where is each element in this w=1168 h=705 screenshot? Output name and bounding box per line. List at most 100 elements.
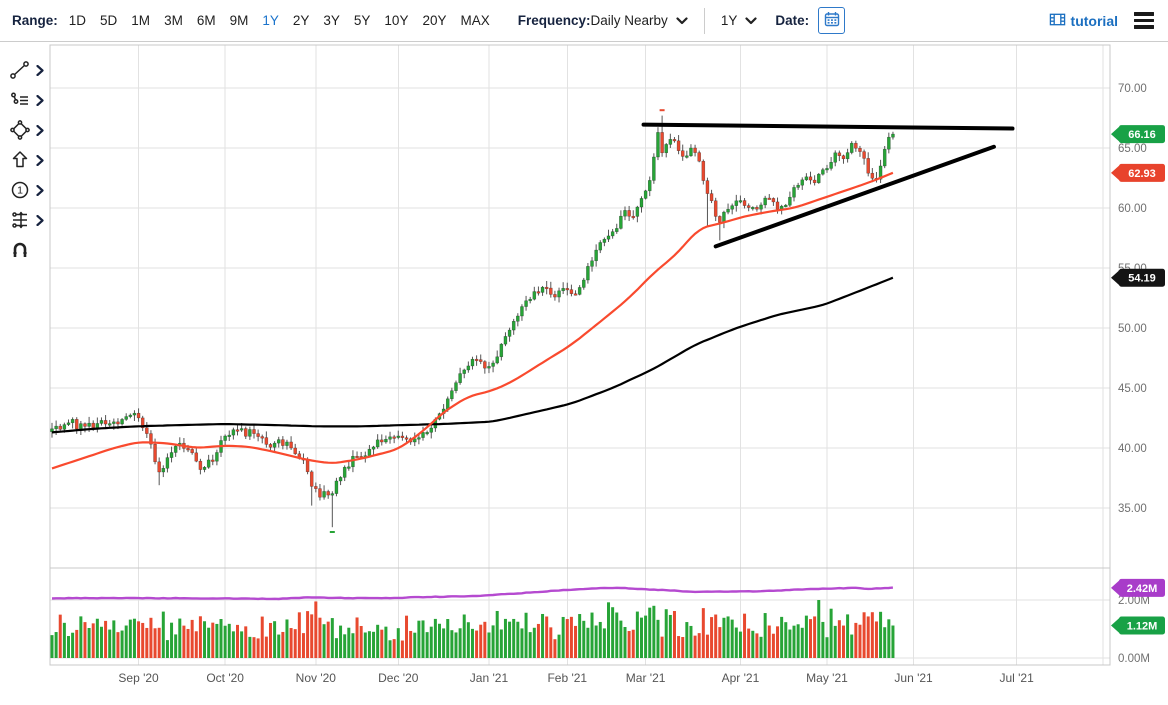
hamburger-menu-icon[interactable]	[1132, 7, 1156, 34]
candle-body	[610, 231, 615, 237]
range-option-3m[interactable]: 3M	[164, 13, 183, 28]
resistance-trendline[interactable]	[641, 122, 1015, 131]
candle-body	[256, 433, 260, 437]
candle-body	[107, 423, 112, 426]
volume-bar	[363, 632, 367, 658]
candle-body	[549, 287, 553, 295]
candle-body	[511, 321, 516, 331]
volume-bar	[598, 621, 602, 658]
number-annotation-tool[interactable]: 1	[0, 175, 49, 205]
period-dropdown[interactable]: 1Y	[721, 13, 758, 28]
candle-body	[380, 439, 384, 443]
volume-bar	[817, 600, 821, 658]
annotation-tool[interactable]	[0, 85, 49, 115]
candle-body	[742, 200, 747, 206]
layer-badges: 66.16 62.93 54.19 2.42M 1.12M	[1111, 125, 1165, 635]
volume-bar	[887, 619, 891, 658]
range-option-max[interactable]: MAX	[460, 13, 490, 28]
candle-body	[112, 421, 116, 424]
candle-body	[755, 207, 759, 210]
magnet-snap-tool[interactable]	[0, 235, 49, 265]
range-option-10y[interactable]: 10Y	[384, 13, 409, 28]
volume-bar	[112, 620, 116, 658]
range-option-3y[interactable]: 3Y	[323, 13, 340, 28]
volume-bar	[359, 626, 363, 658]
volume-bar	[99, 626, 103, 658]
fibonacci-tool[interactable]	[0, 205, 49, 235]
candle-body	[771, 198, 776, 203]
slow-ma-line	[51, 276, 894, 434]
volume-bar	[62, 622, 66, 658]
candle-body	[330, 493, 335, 496]
volume-bar	[194, 631, 198, 658]
volume-bar	[83, 622, 87, 658]
range-option-2y[interactable]: 2Y	[292, 13, 310, 28]
candle-body	[635, 206, 640, 217]
range-option-9m[interactable]: 9M	[229, 13, 249, 28]
candle-body	[103, 420, 108, 425]
range-selector: 1D 5D 1M 3M 6M 9M 1Y 2Y 3Y 5Y 10Y 20Y MAX	[69, 13, 490, 28]
calendar-button[interactable]	[818, 7, 846, 34]
candle-body	[825, 168, 829, 171]
chart-toolbar: Range: 1D 5D 1M 3M 6M 9M 1Y 2Y 3Y 5Y 10Y 20Y MAX Fre…	[0, 0, 1168, 42]
candle-body	[866, 158, 870, 174]
candle-body	[136, 412, 141, 419]
frequency-dropdown[interactable]: Daily Nearby	[591, 13, 688, 28]
candle-body	[718, 216, 722, 223]
volume-bar	[236, 624, 240, 658]
candle-body	[384, 438, 388, 443]
volume-bar	[421, 620, 425, 658]
annotation-tool-icon	[9, 89, 31, 111]
volume-bar	[780, 616, 784, 658]
volume-bar	[677, 636, 681, 658]
volume-bar	[689, 625, 693, 658]
volume-bar	[71, 632, 75, 658]
extreme-marker	[329, 531, 335, 533]
range-option-20y[interactable]: 20Y	[422, 13, 447, 28]
volume-bar	[512, 618, 516, 658]
range-option-1y[interactable]: 1Y	[262, 13, 279, 28]
volume-bar	[804, 615, 808, 658]
tutorial-button[interactable]: tutorial	[1049, 11, 1118, 31]
candle-body	[672, 139, 677, 142]
chart-region: 70.0065.0060.0055.0050.0045.0040.0035.00…	[0, 42, 1168, 700]
candle-body	[557, 290, 561, 298]
candle-body	[95, 423, 100, 428]
support-trendline[interactable]	[713, 144, 996, 249]
range-option-1d[interactable]: 1D	[68, 13, 87, 28]
range-option-5y[interactable]: 5Y	[353, 13, 371, 28]
svg-text:1: 1	[17, 185, 23, 197]
volume-bar	[891, 625, 895, 658]
candle-body	[79, 423, 83, 430]
volume-bar	[182, 625, 186, 658]
range-option-1m[interactable]: 1M	[131, 13, 151, 28]
volume-bar	[722, 617, 726, 658]
toolbar-divider	[703, 7, 705, 34]
range-option-6m[interactable]: 6M	[196, 13, 216, 28]
volume-bar	[174, 634, 178, 658]
volume-bar	[718, 627, 722, 658]
volume-bar	[116, 632, 120, 658]
candle-body	[606, 235, 611, 240]
arrow-up-tool[interactable]	[0, 145, 49, 175]
volume-bar	[367, 631, 371, 658]
candle-body	[206, 459, 211, 468]
volume-bar	[841, 625, 845, 658]
candle-body	[878, 165, 883, 180]
candle-body	[586, 266, 590, 281]
candle-body	[849, 142, 854, 153]
shape-tool[interactable]	[0, 115, 49, 145]
volume-bar	[95, 618, 99, 658]
candle-body	[816, 173, 821, 184]
candle-body	[726, 208, 730, 213]
magnet-tool-icon	[9, 239, 31, 261]
volume-bar	[124, 625, 128, 658]
candle-body	[495, 356, 499, 364]
range-option-5d[interactable]: 5D	[100, 13, 118, 28]
candle-body	[413, 438, 417, 443]
trendline-tool[interactable]	[0, 55, 49, 85]
price-chart[interactable]: 70.0065.0060.0055.0050.0045.0040.0035.00…	[0, 42, 1168, 700]
month-label: Mar '21	[626, 671, 666, 685]
volume-bar	[569, 616, 573, 658]
candle-body	[639, 198, 644, 208]
